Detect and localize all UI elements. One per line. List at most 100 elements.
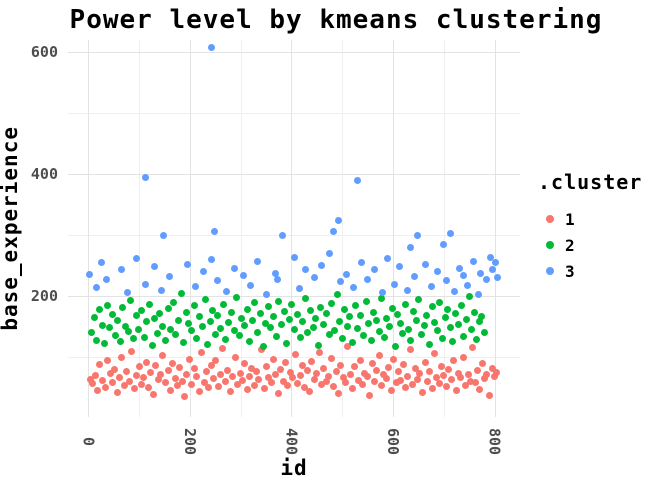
data-point: [390, 280, 398, 288]
data-point: [294, 379, 302, 387]
data-point: [254, 257, 262, 265]
data-point: [210, 375, 218, 383]
data-point: [445, 365, 453, 373]
data-point: [434, 268, 442, 276]
data-point: [308, 357, 316, 365]
data-point: [256, 310, 264, 318]
data-point: [413, 375, 421, 383]
data-point: [351, 302, 359, 310]
data-point: [120, 381, 128, 389]
data-point: [473, 336, 481, 344]
data-point: [180, 339, 188, 347]
data-point: [478, 312, 486, 320]
data-point: [135, 326, 143, 334]
data-point: [109, 379, 117, 387]
data-point: [275, 297, 283, 305]
data-point: [296, 372, 304, 380]
data-point: [228, 309, 236, 317]
data-point: [190, 302, 198, 310]
data-point: [274, 390, 282, 398]
gridline: [494, 40, 496, 417]
data-point: [264, 303, 272, 311]
data-point: [236, 369, 244, 377]
data-point: [313, 370, 321, 378]
data-point: [391, 342, 399, 350]
gridline: [240, 40, 242, 417]
data-point: [372, 316, 380, 324]
data-point: [481, 328, 489, 336]
data-point: [142, 358, 150, 366]
data-point: [160, 231, 168, 239]
data-point: [103, 275, 111, 283]
data-point: [106, 324, 114, 332]
data-point: [366, 391, 374, 399]
data-point: [200, 378, 208, 386]
data-point: [270, 312, 278, 320]
data-point: [104, 356, 112, 364]
data-point: [145, 300, 153, 308]
data-point: [344, 342, 352, 350]
data-point: [116, 338, 124, 346]
data-point: [301, 383, 309, 391]
legend-item: 3: [538, 258, 642, 284]
x-tick-label-text: 400: [282, 428, 301, 456]
data-point: [219, 301, 227, 309]
data-point: [455, 320, 463, 328]
legend-swatch-icon: [546, 241, 554, 249]
data-point: [204, 340, 212, 348]
data-point: [148, 342, 156, 350]
data-point: [106, 370, 114, 378]
data-point: [154, 376, 162, 384]
data-point: [394, 311, 402, 318]
data-point: [240, 271, 248, 279]
data-point: [141, 280, 149, 288]
data-point: [205, 384, 213, 392]
data-point: [193, 334, 201, 342]
data-point: [101, 340, 109, 348]
x-axis-title: id: [280, 456, 308, 480]
data-point: [428, 384, 436, 392]
data-point: [246, 337, 254, 345]
data-point: [481, 375, 489, 383]
data-point: [101, 383, 109, 391]
legend-item-label: 3: [565, 261, 575, 281]
data-point: [234, 380, 242, 388]
data-point: [124, 328, 132, 336]
data-point: [156, 371, 164, 379]
data-point: [254, 328, 262, 336]
data-point: [415, 296, 423, 304]
data-point: [190, 365, 198, 373]
data-point: [166, 273, 174, 281]
data-point: [407, 337, 415, 345]
x-tick-label: 600: [384, 419, 402, 465]
data-point: [457, 301, 465, 309]
data-point: [164, 367, 172, 375]
data-point: [385, 364, 393, 372]
data-point: [159, 351, 167, 359]
data-point: [443, 277, 451, 285]
data-point: [127, 296, 135, 304]
data-point: [420, 321, 428, 329]
data-point: [265, 373, 273, 381]
data-point: [337, 361, 345, 369]
data-point: [370, 265, 378, 273]
data-point: [291, 351, 299, 359]
data-point: [423, 312, 431, 320]
data-point: [291, 326, 298, 334]
data-point: [430, 350, 438, 358]
data-point: [449, 338, 457, 346]
data-point: [447, 230, 455, 238]
data-point: [457, 374, 465, 382]
data-point: [460, 332, 468, 340]
data-point: [315, 348, 323, 356]
data-point: [299, 318, 307, 326]
data-point: [98, 259, 106, 267]
legend-item: 2: [538, 232, 642, 258]
data-point: [459, 354, 467, 362]
data-point: [142, 173, 150, 181]
data-point: [301, 295, 309, 303]
data-point: [403, 286, 411, 294]
panel: [68, 40, 520, 417]
data-point: [307, 307, 315, 315]
data-point: [271, 269, 279, 277]
